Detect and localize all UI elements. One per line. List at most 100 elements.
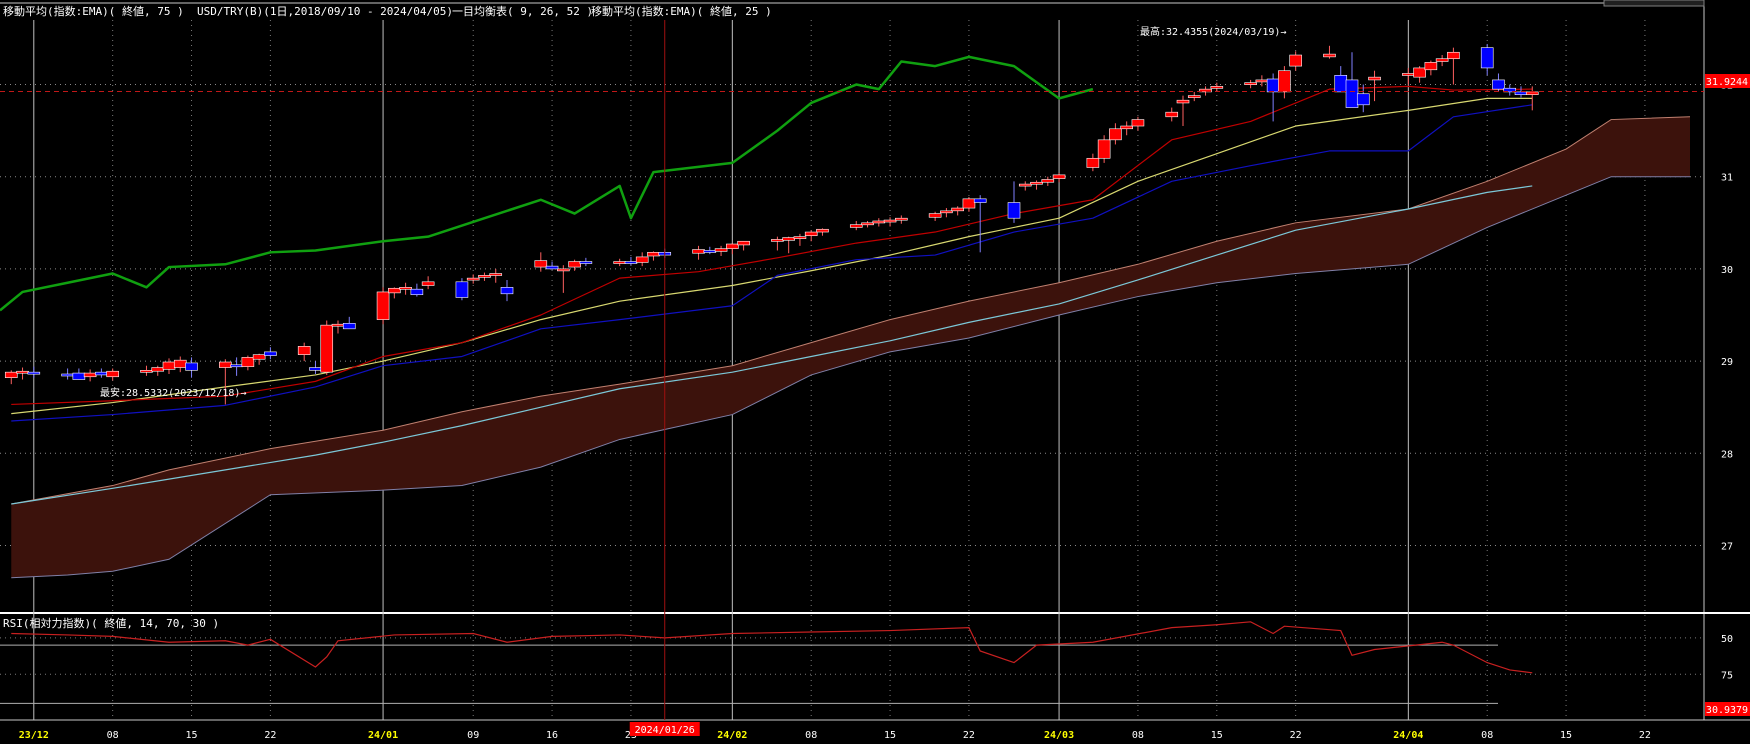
candle[interactable] — [557, 265, 570, 293]
candle-body — [1447, 51, 1460, 60]
price-tick-label: 28 — [1721, 449, 1733, 460]
candle[interactable] — [320, 320, 334, 375]
candle[interactable] — [1030, 180, 1043, 190]
candle-body — [1334, 75, 1348, 93]
candle[interactable] — [737, 240, 750, 251]
candle[interactable] — [1187, 91, 1201, 102]
candle[interactable] — [861, 220, 874, 228]
candle-body — [320, 324, 334, 373]
candle-body — [1255, 79, 1269, 83]
candle[interactable] — [376, 287, 390, 325]
rsi-title[interactable]: RSI(相対力指数)( 終値, 14, 70, 30 ) — [3, 616, 219, 630]
candle[interactable] — [1109, 123, 1122, 145]
candle[interactable] — [1413, 66, 1426, 83]
candle[interactable] — [500, 279, 514, 302]
candle[interactable] — [1210, 82, 1224, 92]
candle[interactable] — [399, 282, 412, 295]
rsi-current-tag — [1705, 702, 1750, 716]
candle[interactable] — [1097, 135, 1111, 163]
candle[interactable] — [545, 261, 559, 270]
candle[interactable] — [804, 230, 818, 242]
candle[interactable] — [1086, 153, 1100, 172]
candle[interactable] — [1007, 181, 1021, 223]
candle[interactable] — [973, 195, 987, 253]
candles[interactable] — [4, 43, 1539, 405]
time-tick-label: 09 — [467, 730, 479, 741]
time-tick-label: 24/03 — [1044, 730, 1074, 741]
candle[interactable] — [534, 252, 548, 272]
candle[interactable] — [793, 233, 807, 246]
header-ema75-label[interactable]: 移動平均(指数:EMA)( 終値, 75 ) — [3, 4, 184, 18]
candle-body — [1097, 139, 1111, 159]
candle[interactable] — [782, 236, 795, 254]
candle[interactable] — [1176, 95, 1190, 127]
candle[interactable] — [1345, 52, 1359, 108]
candle[interactable] — [928, 211, 942, 221]
candle[interactable] — [27, 366, 41, 378]
candle[interactable] — [1323, 45, 1336, 59]
candle[interactable] — [568, 259, 581, 271]
candle[interactable] — [579, 257, 593, 267]
candle[interactable] — [489, 268, 503, 283]
candle[interactable] — [1131, 116, 1145, 131]
candle[interactable] — [410, 283, 424, 297]
candle[interactable] — [1480, 43, 1494, 76]
time-tick-label: 15 — [186, 730, 198, 741]
candle[interactable] — [1278, 66, 1291, 99]
candle[interactable] — [1424, 60, 1438, 76]
header-ema25-label[interactable]: 移動平均(指数:EMA)( 終値, 25 ) — [591, 4, 772, 18]
candle[interactable] — [1503, 84, 1517, 96]
candle-body — [737, 240, 750, 246]
candle[interactable] — [1435, 55, 1449, 67]
candle[interactable] — [1244, 79, 1257, 89]
candle[interactable] — [252, 353, 266, 365]
candle[interactable] — [297, 342, 311, 362]
candle[interactable] — [1266, 73, 1280, 122]
candle[interactable] — [940, 208, 953, 218]
current-price-value: 31.9244 — [1706, 77, 1748, 88]
rsi-panel: 75 50 — [0, 621, 1733, 704]
candle[interactable] — [962, 197, 976, 212]
candle[interactable] — [106, 368, 119, 381]
candle[interactable] — [816, 228, 829, 236]
candle[interactable] — [455, 278, 469, 301]
candle[interactable] — [1492, 73, 1505, 91]
candle[interactable] — [1041, 176, 1055, 186]
candle[interactable] — [4, 370, 18, 385]
candle[interactable] — [1199, 86, 1212, 96]
candle[interactable] — [1120, 121, 1133, 136]
candle[interactable] — [264, 347, 277, 360]
candle[interactable] — [1334, 66, 1348, 93]
candle[interactable] — [951, 206, 964, 216]
candle-body — [849, 224, 863, 228]
candle[interactable] — [635, 252, 649, 267]
candle[interactable] — [478, 272, 491, 281]
time-tick-label: 08 — [1132, 730, 1144, 741]
candle[interactable] — [714, 245, 728, 256]
candle[interactable] — [1368, 70, 1381, 102]
candle[interactable] — [388, 287, 401, 299]
candle[interactable] — [1165, 107, 1179, 122]
indicator-lines — [0, 55, 1533, 505]
candle[interactable] — [849, 220, 863, 231]
time-tick-label: 22 — [1290, 730, 1302, 741]
scrollbar-thumb[interactable] — [1603, 0, 1705, 7]
candle[interactable] — [1289, 51, 1302, 71]
candle-body — [1323, 53, 1336, 58]
candle[interactable] — [1356, 84, 1370, 113]
candle[interactable] — [1052, 173, 1066, 183]
candle[interactable] — [241, 355, 255, 371]
header-symbol-label[interactable]: USD/TRY(B)(1日,2018/09/10 - 2024/04/05) — [197, 5, 453, 18]
candle[interactable] — [1018, 181, 1032, 191]
candle[interactable] — [895, 215, 908, 224]
header-ichimoku-label[interactable]: 一目均衡表( 9, 26, 52 ) — [452, 4, 593, 18]
candle[interactable] — [726, 243, 739, 255]
candle-body — [83, 372, 97, 378]
candle[interactable] — [1447, 47, 1460, 85]
candle[interactable] — [185, 357, 198, 378]
candle[interactable] — [883, 217, 897, 227]
candle[interactable] — [466, 274, 480, 284]
candle-body — [1199, 88, 1212, 93]
candle[interactable] — [342, 316, 356, 330]
candle[interactable] — [421, 276, 435, 290]
